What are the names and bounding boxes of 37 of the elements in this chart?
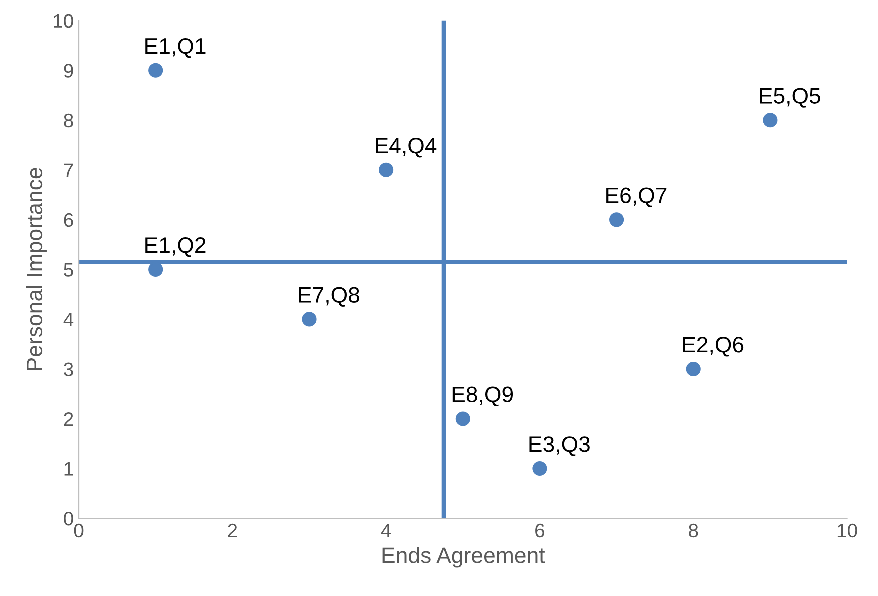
x-tick-label: 10 (838, 524, 858, 538)
x-tick-label: 8 (689, 524, 698, 538)
y-tick-label: 4 (64, 313, 74, 326)
point (302, 312, 317, 327)
x-tick-label: 4 (381, 524, 392, 538)
y-tick-label: 3 (64, 362, 74, 376)
annotation: E2,Q6 (683, 337, 744, 357)
point (379, 162, 394, 178)
point (532, 461, 548, 476)
annotation: E3,Q3 (530, 436, 590, 456)
y-tick-label: 10 (54, 14, 74, 28)
x-tick-label: 0 (74, 524, 84, 538)
annotation: E6,Q7 (606, 188, 667, 208)
y-tick-label: 1 (64, 462, 74, 476)
point (148, 63, 164, 78)
point (763, 113, 778, 128)
point (610, 212, 624, 228)
point (686, 362, 701, 377)
x-axis-title: Ends Agreement (382, 547, 546, 568)
annotation: E4,Q4 (376, 138, 437, 158)
y-tick-label: 0 (64, 512, 74, 526)
y-tick-label: 5 (64, 263, 74, 277)
annotation: E7,Q8 (299, 287, 360, 307)
annotation: E1,Q2 (146, 238, 206, 258)
y-tick-label: 6 (64, 213, 74, 228)
point (148, 262, 164, 277)
y-tick-label: 2 (64, 412, 74, 426)
y-tick-label: 7 (64, 164, 74, 178)
annotation: E5,Q5 (760, 88, 820, 108)
y-tick-label: 9 (64, 64, 74, 78)
y-tick-label: 8 (64, 114, 74, 128)
annotation: E1,Q1 (146, 38, 206, 58)
annotation: E8,Q9 (452, 386, 514, 407)
y-axis-title: Personal Importance (26, 168, 47, 370)
x-tick-label: 2 (228, 524, 238, 538)
x-tick-label: 6 (536, 524, 545, 538)
point (456, 412, 470, 426)
